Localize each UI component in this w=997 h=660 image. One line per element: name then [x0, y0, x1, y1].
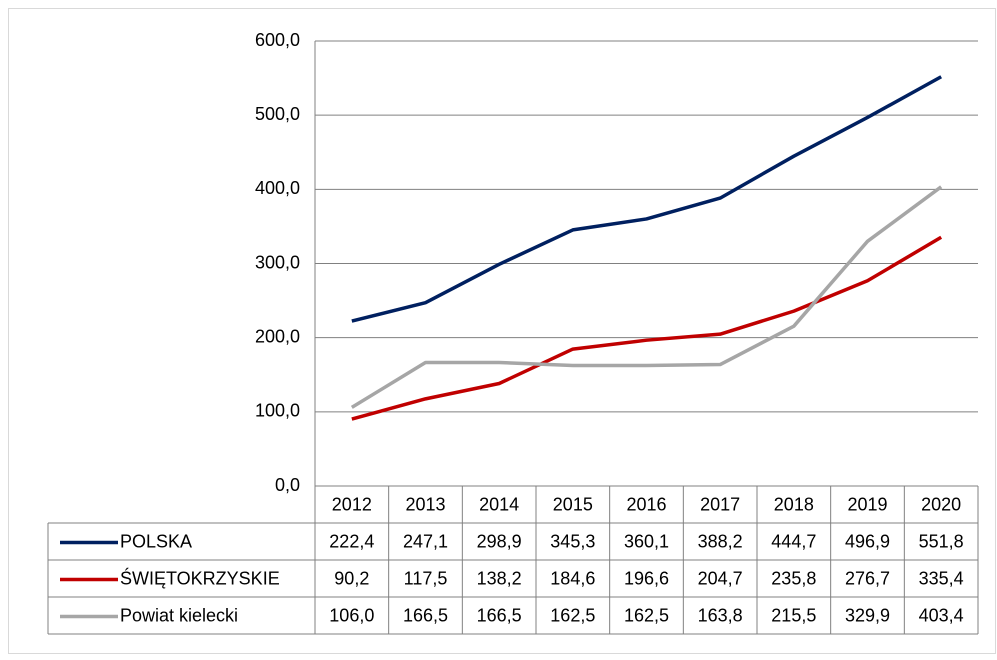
table-value: 403,4 [919, 605, 964, 625]
y-tick-label: 0,0 [275, 475, 300, 495]
series-line [351, 75, 943, 323]
table-value: 276,7 [845, 568, 890, 588]
table-value: 138,2 [477, 568, 522, 588]
x-tick-label: 2019 [847, 494, 887, 514]
x-tick-label: 2013 [405, 494, 445, 514]
table-value: 215,5 [771, 605, 816, 625]
y-tick-label: 300,0 [255, 252, 300, 272]
table-value: 329,9 [845, 605, 890, 625]
y-tick-label: 100,0 [255, 401, 300, 421]
x-tick-label: 2012 [332, 494, 372, 514]
table-value: 388,2 [698, 531, 743, 551]
legend-label: ŚWIĘTOKRZYSKIE [120, 567, 280, 588]
x-tick-label: 2016 [626, 494, 666, 514]
table-value: 166,5 [477, 605, 522, 625]
table-value: 360,1 [624, 531, 669, 551]
table-value: 117,5 [404, 568, 448, 588]
y-tick-label: 600,0 [255, 30, 300, 50]
x-tick-label: 2018 [774, 494, 814, 514]
table-value: 235,8 [771, 568, 816, 588]
x-tick-label: 2020 [921, 494, 961, 514]
table-value: 162,5 [550, 605, 595, 625]
legend-label: Powiat kielecki [120, 605, 238, 625]
table-value: 247,1 [403, 531, 448, 551]
table-value: 162,5 [624, 605, 669, 625]
table-value: 196,6 [624, 568, 669, 588]
table-value: 184,6 [550, 568, 595, 588]
chart-border [8, 8, 996, 654]
table-value: 222,4 [329, 531, 374, 551]
table-value: 90,2 [334, 568, 369, 588]
x-tick-label: 2017 [700, 494, 740, 514]
table-value: 345,3 [550, 531, 595, 551]
x-tick-label: 2014 [479, 494, 519, 514]
y-tick-label: 500,0 [255, 104, 300, 124]
x-tick-label: 2015 [553, 494, 593, 514]
table-value: 298,9 [477, 531, 522, 551]
legend-label: POLSKA [120, 531, 192, 551]
table-value: 163,8 [698, 605, 743, 625]
table-value: 166,5 [403, 605, 448, 625]
table-value: 335,4 [919, 568, 964, 588]
table-value: 204,7 [698, 568, 743, 588]
table-value: 496,9 [845, 531, 890, 551]
series-line [350, 185, 943, 409]
y-tick-label: 200,0 [255, 326, 300, 346]
table-value: 444,7 [771, 531, 816, 551]
table-value: 106,0 [329, 605, 374, 625]
series-line [351, 235, 943, 421]
y-tick-label: 400,0 [255, 178, 300, 198]
table-value: 551,8 [919, 531, 964, 551]
